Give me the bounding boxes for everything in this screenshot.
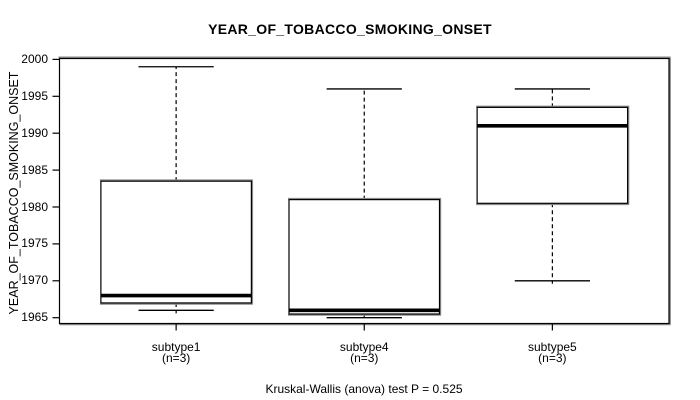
- box: [288, 199, 441, 315]
- boxplot-subtype1: [99, 66, 254, 331]
- box: [100, 180, 252, 304]
- y-tick-label: 1990: [21, 125, 48, 140]
- y-tick-label: 1995: [21, 88, 48, 103]
- x-category-name: subtype4: [339, 339, 389, 354]
- y-tick-label: 2000: [21, 51, 48, 66]
- y-tick-label: 1985: [21, 162, 48, 177]
- x-category-count: (n=3): [350, 351, 379, 366]
- boxplot-subtype4: [288, 88, 442, 331]
- x-category-label: subtype4 (n=3): [339, 339, 389, 366]
- y-tick-label: 1970: [21, 273, 48, 288]
- y-tick-label: 1965: [21, 310, 48, 325]
- x-category-name: subtype1: [151, 339, 201, 354]
- y-axis-title: YEAR_OF_TOBACCO_SMOKING_ONSET: [7, 71, 21, 315]
- stat-test-footnote: Kruskal-Wallis (anova) test P = 0.525: [265, 382, 463, 396]
- x-category-count: (n=3): [161, 351, 191, 366]
- x-category-label: subtype5 (n=3): [528, 339, 577, 366]
- x-category-name: subtype5: [528, 339, 577, 354]
- x-category-label: subtype1 (n=3): [151, 339, 201, 366]
- boxplot-subtype5: [476, 88, 630, 331]
- box: [476, 106, 629, 204]
- y-tick-label: 1975: [21, 236, 48, 251]
- chart-title: YEAR_OF_TOBACCO_SMOKING_ONSET: [208, 21, 492, 37]
- y-tick-label: 1980: [21, 199, 48, 214]
- x-category-count: (n=3): [538, 351, 567, 366]
